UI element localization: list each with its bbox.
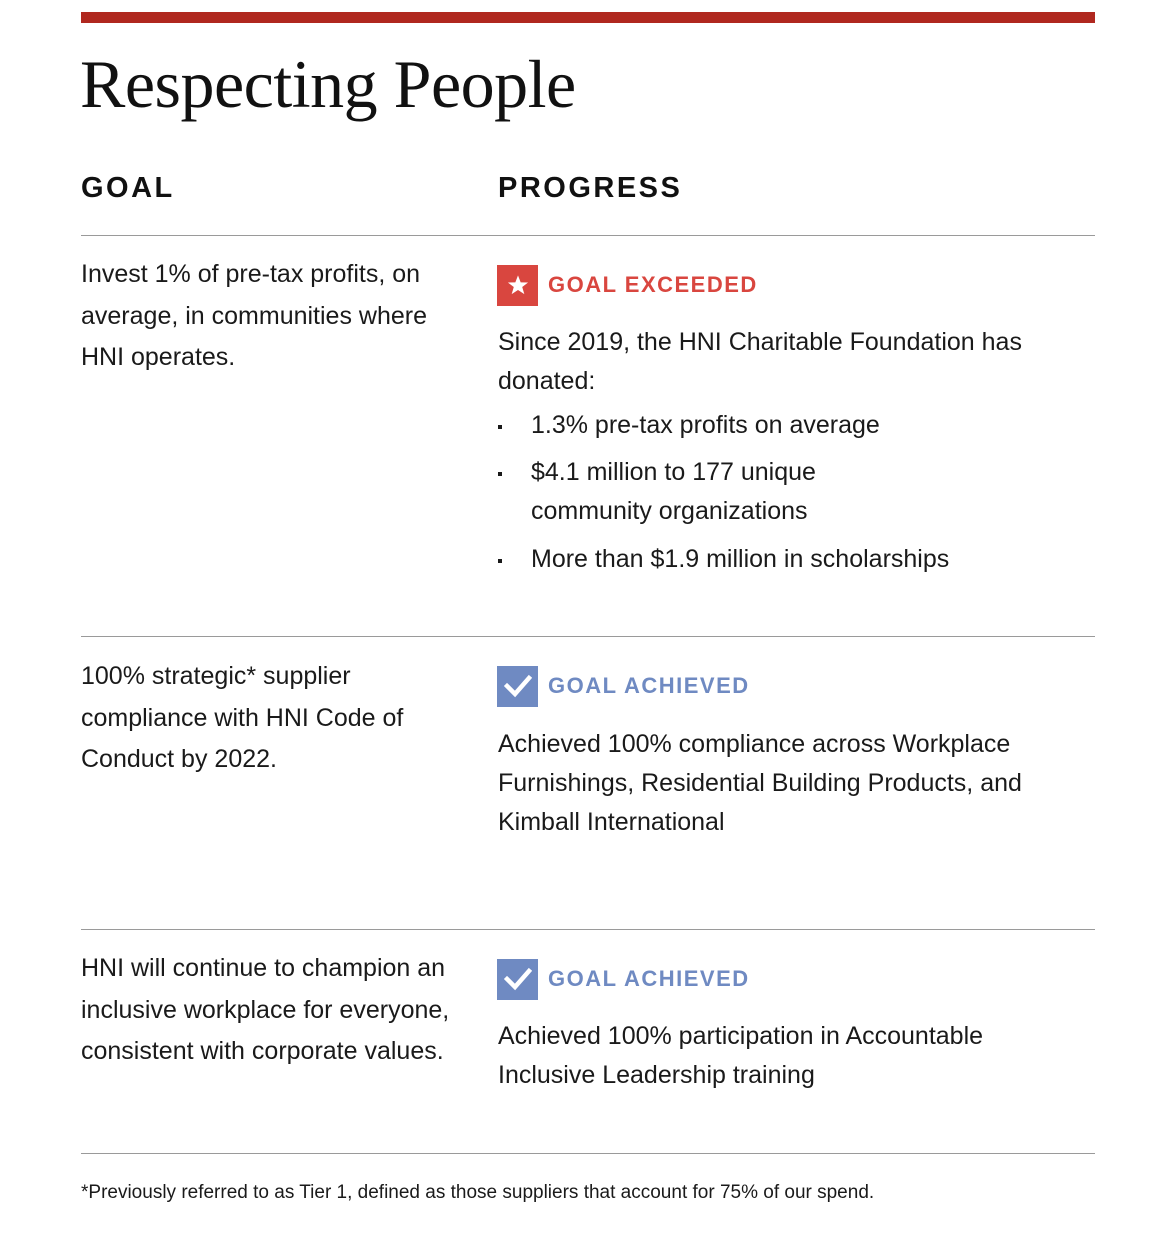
footnote: *Previously referred to as Tier 1, defin…	[81, 1182, 875, 1203]
status-label: GOAL EXCEEDED	[548, 272, 758, 297]
checkmark-icon	[497, 665, 538, 707]
bullet-text: $4.1 million to 177 unique community org…	[531, 458, 816, 525]
bullet-dot	[498, 425, 502, 429]
page-title: Respecting People	[80, 46, 576, 122]
progress-text-1: Since 2019, the HNI Charitable Foundatio…	[498, 328, 1022, 395]
status-goal-exceeded: GOAL EXCEEDED	[497, 264, 758, 306]
goal-text-1: Invest 1% of pre-tax profits, on average…	[81, 260, 427, 371]
progress-text-3: Achieved 100% participation in Accountab…	[498, 1022, 984, 1089]
status-label: GOAL ACHIEVED	[548, 673, 750, 698]
progress-text-2: Achieved 100% compliance across Workplac…	[498, 730, 1022, 836]
list-item: More than $1.9 million in scholarships	[498, 540, 1088, 579]
goal-text-2: 100% strategic* supplier compliance with…	[81, 662, 404, 773]
list-item: $4.1 million to 177 unique community org…	[498, 453, 891, 531]
row-divider	[81, 1153, 1095, 1154]
bullet-text: More than $1.9 million in scholarships	[531, 545, 950, 573]
row-divider	[81, 929, 1095, 930]
bullet-dot	[498, 472, 502, 476]
progress-column-header: PROGRESS	[498, 172, 683, 204]
list-item: 1.3% pre-tax profits on average	[498, 406, 1088, 445]
status-goal-achieved: GOAL ACHIEVED	[497, 958, 750, 1000]
star-icon	[497, 264, 538, 306]
status-label: GOAL ACHIEVED	[548, 966, 750, 991]
header-divider	[81, 235, 1095, 236]
goal-text-3: HNI will continue to champion an inclusi…	[81, 954, 450, 1065]
donation-bullet-list: 1.3% pre-tax profits on average $4.1 mil…	[498, 406, 1088, 579]
bullet-dot	[498, 559, 502, 563]
checkmark-icon	[497, 958, 538, 1000]
status-goal-achieved: GOAL ACHIEVED	[497, 665, 750, 707]
row-divider	[81, 636, 1095, 637]
goal-column-header: GOAL	[81, 172, 175, 204]
top-accent-bar	[81, 12, 1095, 23]
bullet-text: 1.3% pre-tax profits on average	[531, 411, 880, 439]
